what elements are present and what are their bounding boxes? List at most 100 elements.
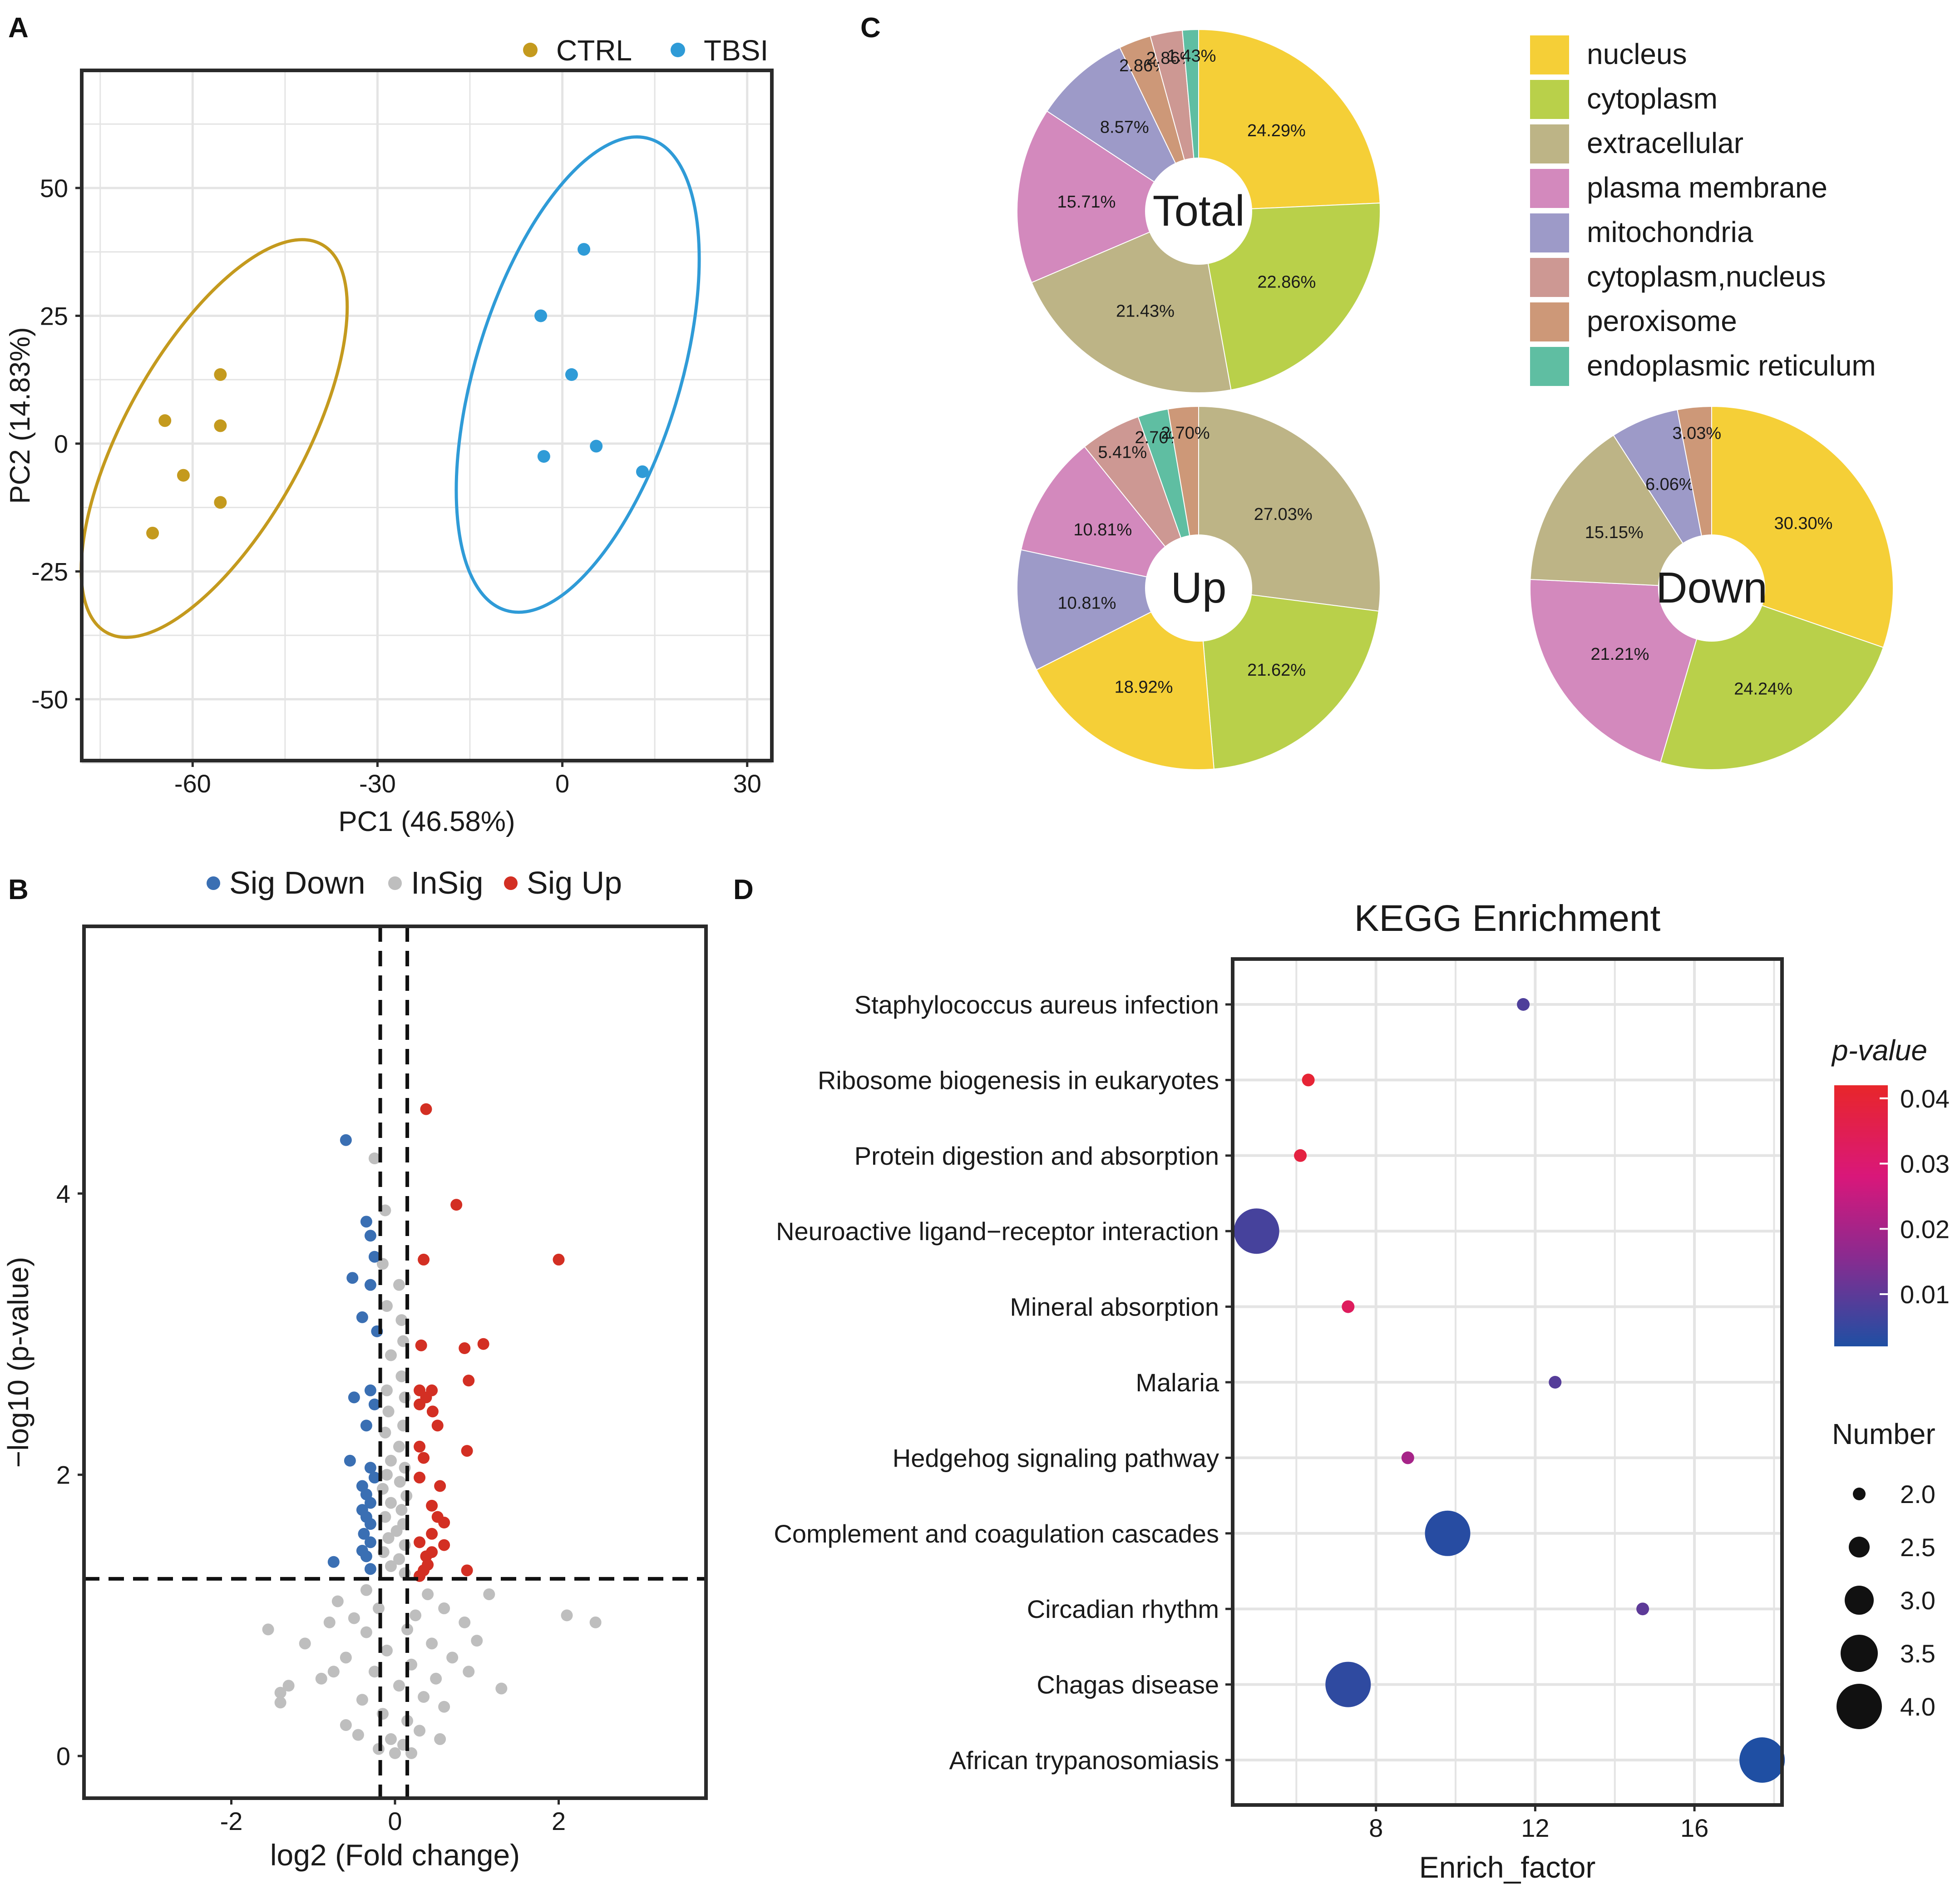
data-point-sig-down bbox=[364, 1563, 376, 1575]
data-point-tbsi bbox=[534, 309, 548, 322]
x-tick-label: -30 bbox=[359, 769, 396, 798]
pathway-label: Neuroactive ligand−receptor interaction bbox=[776, 1217, 1219, 1246]
enrichment-point bbox=[1636, 1602, 1649, 1616]
enrichment-point bbox=[1739, 1737, 1785, 1783]
x-tick-label: 12 bbox=[1521, 1814, 1549, 1842]
data-point-insig bbox=[372, 1602, 385, 1614]
data-point-insig bbox=[395, 1370, 408, 1382]
enrichment-point bbox=[1425, 1510, 1471, 1556]
data-point-insig bbox=[393, 1553, 405, 1565]
pathway-label: Staphylococcus aureus infection bbox=[854, 990, 1219, 1019]
volcano-panel: -2 0 2 0 2 4 log2 (Fold change) −log10 (p-value… bbox=[2, 865, 708, 1872]
legend-swatch-ctrl bbox=[523, 43, 538, 57]
data-point-insig bbox=[368, 1152, 380, 1164]
data-point-insig bbox=[331, 1595, 344, 1607]
data-point-insig bbox=[380, 1300, 393, 1312]
y-tick-label: 0 bbox=[54, 430, 68, 458]
data-point-sig-up bbox=[461, 1445, 473, 1457]
data-point-insig bbox=[315, 1672, 327, 1685]
data-point-insig bbox=[379, 1426, 391, 1439]
data-point-insig bbox=[483, 1588, 495, 1600]
y-tick-label: 4 bbox=[56, 1179, 70, 1208]
data-point-insig bbox=[352, 1729, 364, 1741]
color-scale-title: p-value bbox=[1831, 1034, 1927, 1067]
data-point-insig bbox=[340, 1652, 352, 1664]
data-point-insig bbox=[459, 1616, 471, 1628]
slice-label: 18.92% bbox=[1115, 677, 1173, 697]
data-point-insig bbox=[382, 1405, 395, 1418]
data-point-insig bbox=[262, 1623, 274, 1636]
data-point-sig-up bbox=[418, 1452, 430, 1464]
data-point-insig bbox=[471, 1635, 483, 1647]
color-scale-tick-label: 0.02 bbox=[1900, 1215, 1950, 1243]
pie-slice bbox=[1198, 203, 1381, 391]
legend-swatch-sig-up bbox=[504, 876, 518, 890]
slice-label: 15.71% bbox=[1057, 193, 1116, 212]
data-point-sig-up bbox=[461, 1564, 473, 1577]
legend-label: mitochondria bbox=[1587, 216, 1753, 248]
data-point-insig bbox=[561, 1609, 573, 1622]
pie-slice bbox=[1198, 587, 1379, 770]
pie-slice bbox=[1017, 110, 1200, 283]
data-point-sig-down bbox=[364, 1384, 376, 1396]
data-point-sig-down bbox=[348, 1391, 360, 1404]
data-point-insig bbox=[376, 1258, 389, 1270]
svg-text:D: D bbox=[733, 874, 754, 905]
slice-label: 22.86% bbox=[1257, 273, 1316, 292]
data-point-insig bbox=[422, 1588, 434, 1600]
color-scale-tick-label: 0.04 bbox=[1900, 1084, 1950, 1113]
pie-legend: nucleus cytoplasm extracellular plasma memb… bbox=[1530, 35, 1876, 386]
data-point-sig-up bbox=[438, 1517, 450, 1529]
color-scale-tick-label: 0.01 bbox=[1900, 1280, 1950, 1309]
enrichment-point bbox=[1302, 1073, 1315, 1087]
data-point-ctrl bbox=[158, 414, 172, 427]
svg-text:C: C bbox=[860, 12, 881, 44]
enrichment-point bbox=[1549, 1376, 1562, 1389]
data-point-insig bbox=[274, 1696, 286, 1709]
data-point-sig-up bbox=[420, 1103, 432, 1115]
pathway-label: Malaria bbox=[1136, 1368, 1219, 1397]
pie-center-label: Up bbox=[1171, 564, 1227, 612]
legend-swatch bbox=[1530, 124, 1569, 163]
x-tick-label: 16 bbox=[1680, 1814, 1708, 1842]
pie-center-label: Total bbox=[1153, 187, 1245, 235]
size-legend-swatch bbox=[1837, 1684, 1882, 1729]
pie-up: 27.03% 21.62% 18.92% 10.81% 10.81% 5.41% 2.70%… bbox=[1017, 405, 1381, 770]
data-point-insig bbox=[395, 1314, 408, 1326]
data-point-ctrl bbox=[177, 469, 190, 482]
data-point-insig bbox=[379, 1204, 391, 1216]
data-point-sig-down bbox=[364, 1497, 376, 1509]
kegg-enrichment-panel: KEGG Enrichment Staphylococcus aureus inf… bbox=[774, 898, 1950, 1884]
legend-label: peroxisome bbox=[1587, 305, 1737, 337]
pie-slice bbox=[1530, 435, 1713, 589]
data-point-sig-down bbox=[360, 1550, 372, 1563]
legend-label: extracellular bbox=[1587, 127, 1743, 159]
data-point-ctrl bbox=[214, 496, 227, 509]
x-axis-label: PC1 (46.58%) bbox=[338, 806, 515, 837]
legend-swatch-tbsi bbox=[671, 43, 685, 57]
legend-swatch bbox=[1530, 35, 1569, 74]
y-tick-label: 0 bbox=[56, 1742, 70, 1770]
slice-label: 15.15% bbox=[1585, 523, 1644, 542]
data-point-ctrl bbox=[146, 526, 159, 539]
data-point-sig-up bbox=[426, 1405, 439, 1418]
enrichment-point bbox=[1342, 1300, 1355, 1313]
slice-label: 10.81% bbox=[1073, 520, 1132, 539]
data-point-insig bbox=[327, 1666, 340, 1678]
color-scale-tick-label: 0.03 bbox=[1900, 1150, 1950, 1178]
svg-text:A: A bbox=[8, 12, 29, 44]
data-point-sig-down bbox=[346, 1272, 359, 1284]
data-point-sig-down bbox=[360, 1419, 372, 1432]
svg-text:B: B bbox=[8, 874, 29, 905]
data-point-insig bbox=[589, 1616, 602, 1628]
data-point-insig bbox=[380, 1384, 393, 1396]
data-point-sig-up bbox=[414, 1471, 426, 1484]
slice-label: 27.03% bbox=[1254, 505, 1313, 524]
pie-down: 30.30% 24.24% 21.21% 15.15% 6.06% 3.03% Down bbox=[1530, 405, 1894, 771]
data-point-sig-down bbox=[368, 1251, 380, 1263]
data-point-sig-up bbox=[459, 1342, 471, 1355]
data-point-insig bbox=[394, 1476, 406, 1488]
data-point-sig-up bbox=[415, 1339, 427, 1351]
enrichment-point bbox=[1401, 1451, 1414, 1464]
data-point-insig bbox=[385, 1733, 397, 1745]
